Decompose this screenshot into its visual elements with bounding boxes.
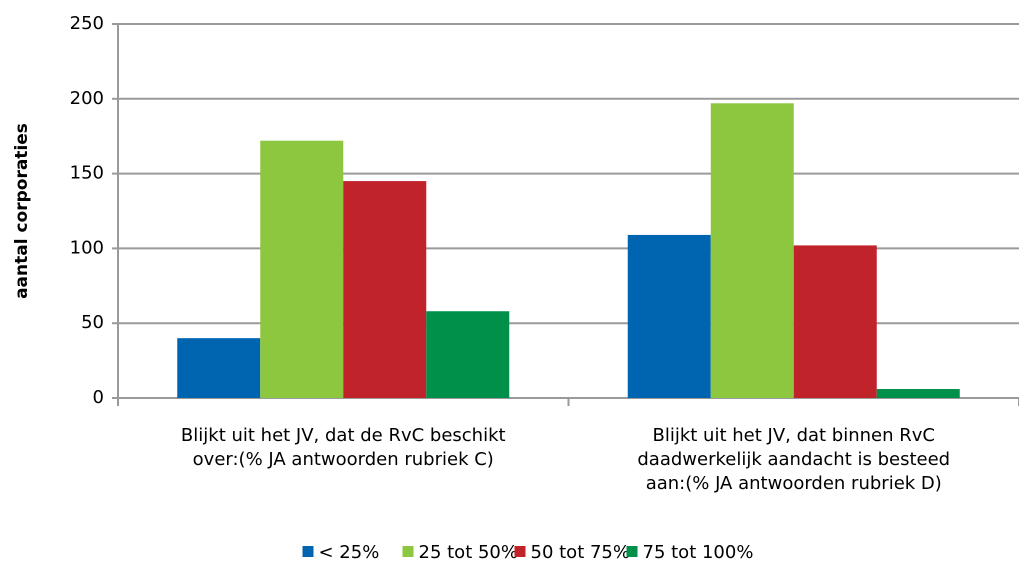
bar	[876, 389, 960, 398]
legend-swatch	[402, 546, 414, 557]
bar	[426, 311, 510, 398]
bar	[343, 181, 427, 398]
y-axis-label: aantal corporaties	[12, 123, 32, 299]
legend-swatch	[514, 546, 526, 557]
bar	[710, 103, 794, 399]
y-tick-label: 250	[70, 13, 104, 34]
y-tick-label: 50	[81, 312, 104, 333]
bar	[793, 245, 877, 398]
legend-label: 50 tot 75%	[531, 542, 630, 563]
bar	[260, 140, 344, 399]
y-tick-label: 0	[93, 387, 104, 408]
legend-swatch	[302, 546, 314, 557]
x-tick-label: Blijkt uit het JV, dat de RvC beschikt o…	[180, 425, 506, 470]
legend-label: < 25%	[319, 542, 380, 563]
y-tick-label: 150	[70, 163, 104, 184]
legend-label: 75 tot 100%	[643, 542, 754, 563]
y-tick-label: 200	[70, 88, 104, 109]
y-tick-label: 100	[70, 237, 104, 258]
bar	[177, 338, 261, 398]
x-tick-label: Blijkt uit het JV, dat binnen RvC daadwe…	[637, 425, 951, 494]
bar	[627, 234, 711, 398]
legend-swatch	[626, 546, 638, 557]
legend-label: 25 tot 50%	[419, 542, 518, 563]
